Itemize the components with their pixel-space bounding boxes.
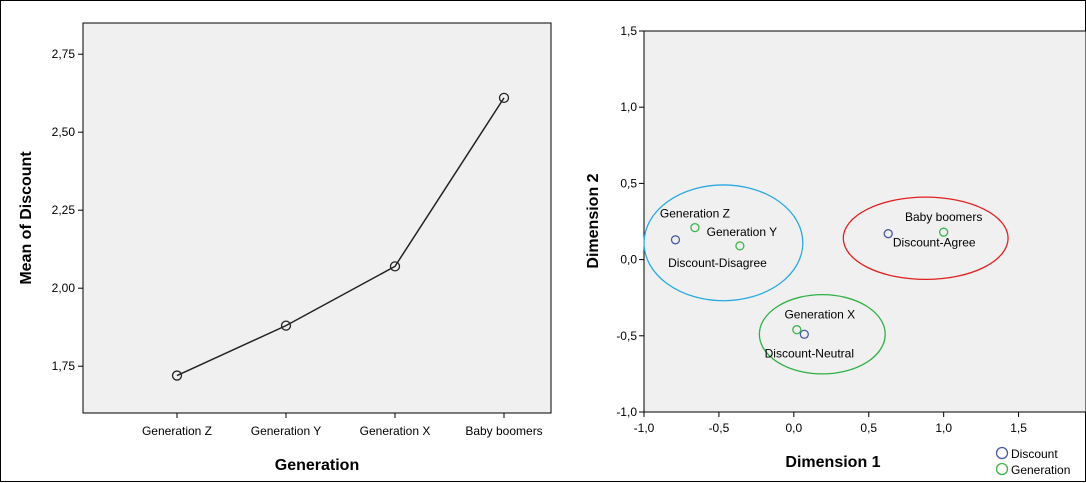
y-tick-label: 0,0 <box>620 253 637 267</box>
scatter-chart-y-ticks: -1,0 -0,5 0,0 0,5 1,0 1,5 <box>616 24 644 419</box>
y-tick-label: -0,5 <box>616 329 637 343</box>
data-point-generation-x <box>389 261 401 272</box>
scatter-chart-y-axis-title: Dimension 2 <box>585 173 602 268</box>
x-tick-label: 0,5 <box>860 421 877 435</box>
scatter-chart-ellipses <box>643 184 1009 375</box>
point-discount-disagree <box>670 235 681 245</box>
legend-marker-generation <box>995 462 1009 476</box>
y-tick-label: 1,0 <box>620 100 637 114</box>
point-generation-z <box>690 222 700 233</box>
x-tick-label: -0,5 <box>709 421 730 435</box>
point-label-generation-z: Generation Z <box>660 207 730 221</box>
scatter-chart: -1,0 -0,5 0,0 0,5 1,0 1,5 -1,0 -0,5 0,0 0,5 1,0 1,… <box>585 24 1086 477</box>
cluster-ellipse-3 <box>758 294 886 375</box>
legend-label-generation: Generation <box>1011 463 1070 477</box>
scatter-chart-x-ticks: -1,0 -0,5 0,0 0,5 1,0 1,5 <box>634 412 1027 435</box>
y-tick-label: 2,50 <box>52 125 76 139</box>
cluster-ellipse-2 <box>842 196 1009 281</box>
scatter-chart-point-labels: Discount-Disagree Discount-Agree Discount-… <box>660 207 982 361</box>
scatter-chart-plot-area <box>643 30 1086 413</box>
x-tick-label: -1,0 <box>634 421 655 435</box>
legend-label-discount: Discount <box>1011 447 1058 461</box>
legend-marker-discount <box>995 446 1009 460</box>
scatter-chart-x-axis-title: Dimension 1 <box>785 454 880 471</box>
point-discount-neutral <box>799 329 809 339</box>
line-chart-x-axis-title: Generation <box>275 457 359 474</box>
point-generation-x <box>792 325 802 335</box>
y-tick-label: -1,0 <box>616 405 637 419</box>
line-chart-x-ticks: Generation Z Generation Y Generation X Baby… <box>142 413 543 438</box>
line-chart-series-line <box>176 97 505 377</box>
y-tick-label: 1,5 <box>620 24 637 38</box>
x-tick-label: 1,0 <box>935 421 952 435</box>
point-label-discount-neutral: Discount-Neutral <box>765 346 854 360</box>
line-chart: 1,752,002,252,502,75 Generation Z Generat… <box>18 22 552 474</box>
x-tick-label: 0,0 <box>785 421 802 435</box>
point-label-generation-y: Generation Y <box>707 225 778 239</box>
x-tick-label: Generation Z <box>142 424 212 438</box>
point-label-discount-disagree: Discount-Disagree <box>668 256 767 270</box>
x-tick-label: 1,5 <box>1010 421 1027 435</box>
point-label-baby-boomers: Baby boomers <box>905 210 982 224</box>
y-tick-label: 2,00 <box>52 281 76 295</box>
y-tick-label: 2,75 <box>52 47 76 61</box>
data-point-generation-z <box>171 370 183 381</box>
point-baby-boomers <box>939 227 949 237</box>
x-tick-label: Generation X <box>360 424 431 438</box>
point-label-generation-x: Generation X <box>784 308 855 322</box>
data-point-baby-boomers <box>498 92 510 104</box>
line-chart-plot-area <box>82 22 552 414</box>
cluster-ellipse-1 <box>643 184 804 302</box>
scatter-chart-legend: Discount Generation <box>995 446 1070 477</box>
y-tick-label: 2,25 <box>52 203 76 217</box>
line-chart-points <box>171 92 510 381</box>
scatter-chart-points <box>670 222 949 339</box>
line-chart-y-ticks: 1,75 2,00 2,25 2,50 2,75 <box>52 47 83 373</box>
y-tick-label: 1,75 <box>52 359 76 373</box>
x-tick-label: Generation Y <box>251 424 322 438</box>
x-tick-label: Baby boomers <box>465 424 542 438</box>
point-label-discount-agree: Discount-Agree <box>893 236 976 250</box>
line-chart-y-axis-title: Mean of Discount <box>18 151 35 285</box>
point-generation-y <box>735 241 745 251</box>
y-tick-label: 0,5 <box>620 176 637 190</box>
point-discount-agree <box>883 229 893 239</box>
data-point-generation-y <box>280 320 292 331</box>
